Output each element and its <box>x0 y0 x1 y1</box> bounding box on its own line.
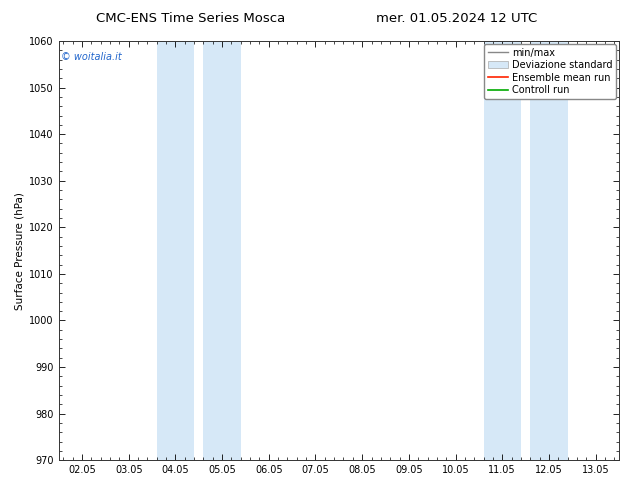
Text: © woitalia.it: © woitalia.it <box>61 51 122 62</box>
Y-axis label: Surface Pressure (hPa): Surface Pressure (hPa) <box>15 192 25 310</box>
Bar <box>530 41 567 460</box>
Bar <box>204 41 241 460</box>
Bar <box>157 41 194 460</box>
Bar <box>484 41 521 460</box>
Text: CMC-ENS Time Series Mosca: CMC-ENS Time Series Mosca <box>96 12 285 25</box>
Text: mer. 01.05.2024 12 UTC: mer. 01.05.2024 12 UTC <box>376 12 537 25</box>
Legend: min/max, Deviazione standard, Ensemble mean run, Controll run: min/max, Deviazione standard, Ensemble m… <box>484 44 616 99</box>
